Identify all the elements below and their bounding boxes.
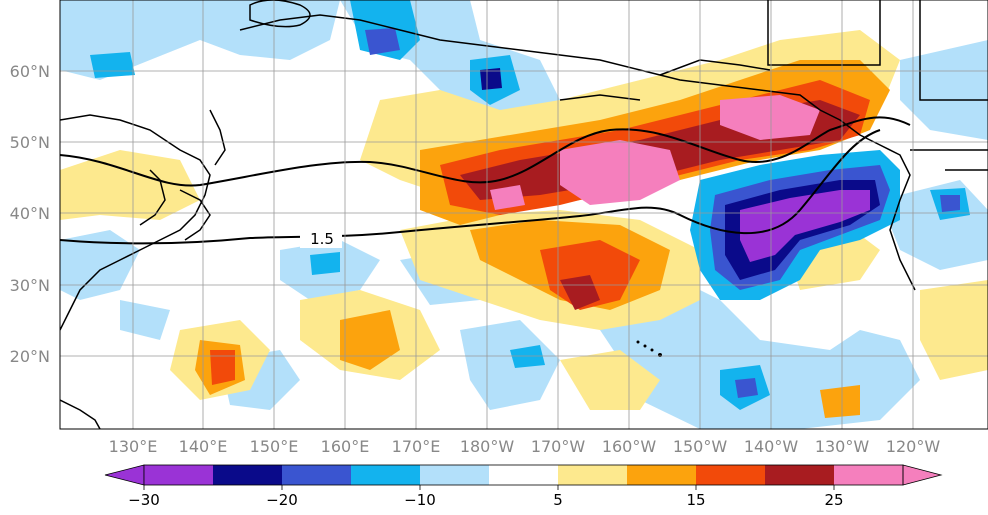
- colorbar-outline: [143, 464, 904, 486]
- colorbar-tick-label: 15: [686, 491, 705, 509]
- lon-label: 180°W: [460, 437, 515, 456]
- longitude-labels: 130°E 140°E 150°E 160°E 170°E 180°W 170°…: [109, 437, 941, 456]
- lon-label: 160°W: [602, 437, 657, 456]
- colorbar-tick-label: 5: [553, 491, 563, 509]
- lon-label: 130°E: [109, 437, 158, 456]
- colorbar-segment: [834, 465, 903, 485]
- lon-label: 150°W: [673, 437, 728, 456]
- lat-label: 50°N: [10, 133, 50, 152]
- colorbar-tick-label: −10: [404, 491, 436, 509]
- lon-label: 150°E: [250, 437, 299, 456]
- lon-label: 140°E: [179, 437, 228, 456]
- graticule: [60, 0, 988, 429]
- lon-label: 170°E: [392, 437, 441, 456]
- lon-label: 120°W: [886, 437, 941, 456]
- contour-lines: [60, 116, 911, 245]
- colorbar-segment: [558, 465, 627, 485]
- colorbar-segment: [351, 465, 420, 485]
- lat-label: 20°N: [10, 347, 50, 366]
- colorbar-right-extend: [902, 464, 943, 486]
- lon-label: 170°W: [531, 437, 586, 456]
- colorbar-tick-labels: −30 −20 −10 5 15 25: [128, 491, 843, 509]
- lat-label: 30°N: [10, 276, 50, 295]
- pink-patches: [490, 95, 820, 210]
- negative-anomaly-core: [90, 0, 970, 410]
- colorbar-segment: [282, 465, 351, 485]
- contour-label-bg: [300, 228, 342, 248]
- colorbar-tick-label: 25: [824, 491, 843, 509]
- colorbar-segment: [420, 465, 489, 485]
- colorbar-tick-label: −20: [266, 491, 298, 509]
- latitude-labels: 60°N 50°N 40°N 30°N 20°N: [10, 62, 50, 366]
- colorbar-segment: [489, 465, 558, 485]
- colorbar-segment: [765, 465, 834, 485]
- map-frame: [59, 0, 988, 430]
- contour-label: 1.5: [310, 230, 334, 248]
- coastlines: [60, 0, 988, 429]
- lon-label: 140°W: [744, 437, 799, 456]
- lat-label: 60°N: [10, 62, 50, 81]
- colorbar-segment: [144, 465, 213, 485]
- colorbar-tick-label: −30: [128, 491, 160, 509]
- lat-label: 40°N: [10, 204, 50, 223]
- colorbar-segment: [213, 465, 282, 485]
- colorbar-left-extend: [104, 464, 145, 486]
- anomaly-field: [60, 0, 988, 429]
- colorbar-segment: [627, 465, 696, 485]
- lon-label: 130°W: [815, 437, 870, 456]
- colorbar: [104, 464, 943, 490]
- colorbar-segment: [696, 465, 765, 485]
- lon-label: 160°E: [321, 437, 370, 456]
